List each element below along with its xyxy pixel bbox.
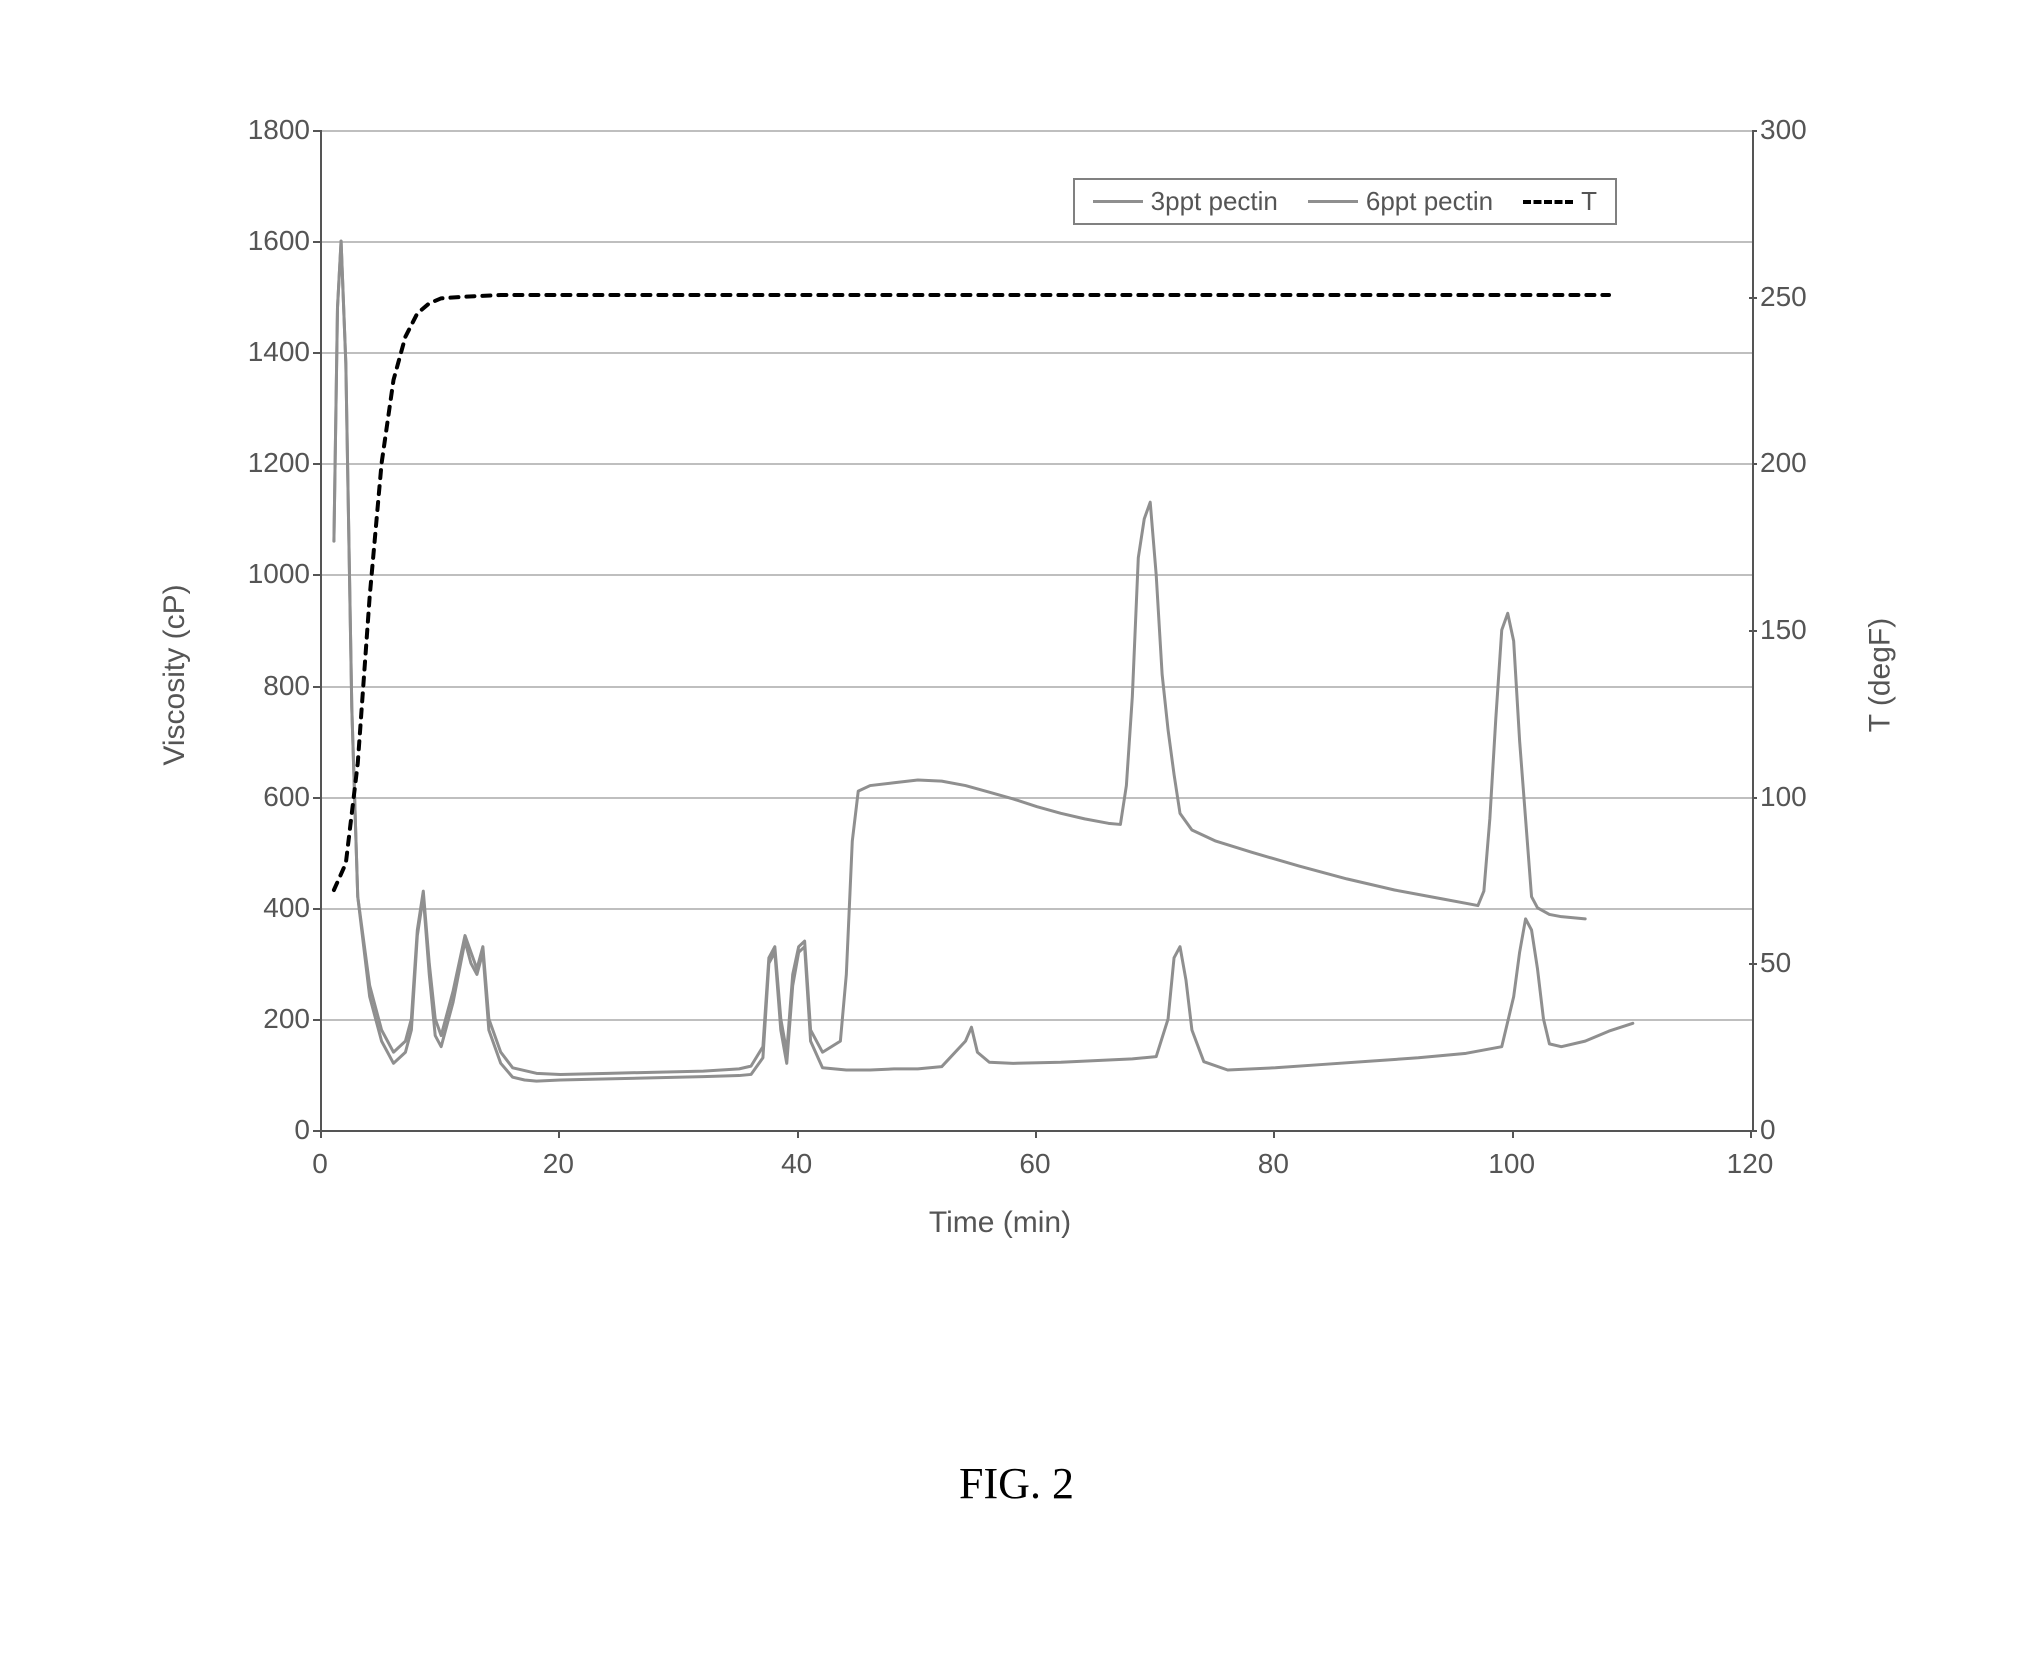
y1-tick-label: 1600	[240, 225, 310, 257]
legend-swatch	[1308, 200, 1358, 203]
legend-item: 6ppt pectin	[1308, 186, 1493, 217]
y1-tick-label: 1000	[240, 558, 310, 590]
legend-swatch	[1093, 200, 1143, 203]
x-axis-label: Time (min)	[929, 1206, 1071, 1240]
y2-tick-label: 50	[1760, 947, 1820, 979]
x-tick-label: 100	[1488, 1148, 1535, 1180]
y2-tick-label: 150	[1760, 614, 1820, 646]
legend-label: 6ppt pectin	[1366, 186, 1493, 217]
y1-tick-label: 400	[240, 892, 310, 924]
x-tick-label: 80	[1258, 1148, 1289, 1180]
y2-axis-label: T (degF)	[1863, 618, 1897, 732]
y1-tick-label: 1200	[240, 447, 310, 479]
y2-tick-label: 100	[1760, 781, 1820, 813]
legend-swatch	[1523, 200, 1573, 204]
legend-item: T	[1523, 186, 1597, 217]
y2-tick-label: 200	[1760, 447, 1820, 479]
series-svg	[322, 130, 1752, 1130]
legend: 3ppt pectin 6ppt pectin T	[1073, 178, 1617, 225]
y1-axis-label: Viscosity (cP)	[158, 584, 192, 765]
plot-area: 3ppt pectin 6ppt pectin T	[320, 130, 1754, 1132]
y2-tick-label: 250	[1760, 281, 1820, 313]
y1-tick-label: 1800	[240, 114, 310, 146]
y1-tick-label: 600	[240, 781, 310, 813]
series-3ppt-pectin	[334, 241, 1633, 1081]
y1-tick-label: 0	[240, 1114, 310, 1146]
series-6ppt-pectin	[334, 241, 1585, 1074]
y2-tick-label: 0	[1760, 1114, 1820, 1146]
x-tick-label: 120	[1727, 1148, 1774, 1180]
legend-item: 3ppt pectin	[1093, 186, 1278, 217]
chart-container: Viscosity (cP) T (degF) Time (min) 02004…	[120, 90, 1880, 1260]
legend-label: 3ppt pectin	[1151, 186, 1278, 217]
x-tick-label: 40	[781, 1148, 812, 1180]
figure-caption: FIG. 2	[959, 1458, 1074, 1509]
legend-label: T	[1581, 186, 1597, 217]
x-tick-label: 20	[543, 1148, 574, 1180]
y2-tick-label: 300	[1760, 114, 1820, 146]
y1-tick-label: 800	[240, 670, 310, 702]
series-T	[334, 295, 1609, 890]
x-tick-label: 60	[1019, 1148, 1050, 1180]
page: Viscosity (cP) T (degF) Time (min) 02004…	[0, 0, 2033, 1679]
y1-tick-label: 1400	[240, 336, 310, 368]
x-tick-label: 0	[312, 1148, 328, 1180]
y1-tick-label: 200	[240, 1003, 310, 1035]
